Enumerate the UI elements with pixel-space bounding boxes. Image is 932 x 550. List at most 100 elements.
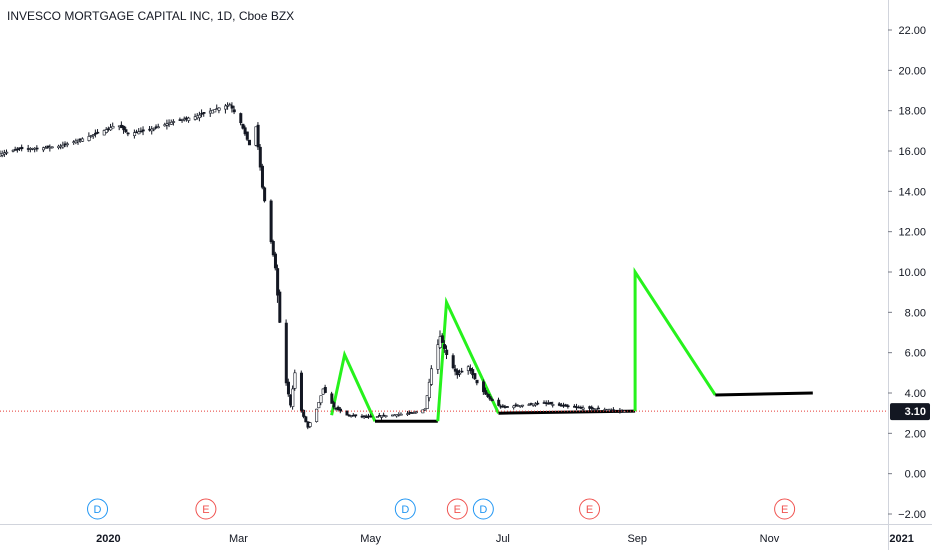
green-trendline-4[interactable] — [633, 266, 717, 412]
candle-body — [122, 125, 126, 131]
candle-body — [276, 268, 280, 296]
green-trendline-2[interactable] — [436, 296, 500, 422]
x-tick-label: 2020 — [96, 533, 120, 545]
candle-body — [330, 393, 334, 404]
candle-body — [612, 409, 616, 411]
candle-body — [473, 373, 477, 380]
event-marker-circle[interactable] — [87, 498, 109, 520]
candle-body — [258, 146, 262, 168]
x-tick-label: Mar — [229, 533, 248, 545]
candle-body — [94, 132, 98, 135]
y-tick-label: 10.00 — [898, 267, 926, 279]
y-tick-label: 8.00 — [905, 307, 926, 319]
candle-body — [436, 344, 440, 370]
black-baseline-5[interactable] — [715, 391, 813, 397]
candle-body — [46, 145, 50, 148]
candle-body — [458, 372, 462, 375]
event-marker-circle[interactable] — [774, 498, 796, 520]
y-tick-label: 20.00 — [898, 65, 926, 77]
earnings-marker[interactable]: E — [774, 498, 796, 520]
candle-body — [375, 416, 379, 418]
chart-title: INVESCO MORTGAGE CAPITAL INC, 1D, Cboe B… — [7, 9, 295, 23]
candle-body — [362, 415, 366, 417]
trendline-drawings[interactable] — [330, 266, 813, 423]
dividend-marker[interactable]: D — [394, 498, 416, 520]
green-trendline-0[interactable] — [330, 349, 377, 422]
candle-body — [315, 408, 319, 422]
candle-body — [232, 109, 236, 113]
candle-body — [187, 117, 191, 121]
dividend-marker[interactable]: D — [472, 498, 494, 520]
event-marker-label: E — [781, 504, 788, 516]
candle-body — [566, 405, 570, 408]
y-tick-label: 16.00 — [898, 146, 926, 158]
candle-body — [581, 407, 585, 410]
candle-body — [557, 403, 561, 406]
y-tick-label: 6.00 — [905, 348, 926, 360]
candle-body — [319, 395, 323, 404]
y-tick-label: 22.00 — [898, 25, 926, 37]
earnings-marker[interactable]: E — [579, 498, 601, 520]
candle-body — [534, 403, 538, 406]
dividend-marker[interactable]: D — [87, 498, 109, 520]
y-tick-label: 18.00 — [898, 106, 926, 118]
candle-body — [139, 130, 143, 133]
last-price-badge-bg — [890, 403, 930, 421]
candle-body — [61, 144, 65, 148]
candle-body — [81, 138, 85, 142]
candle-body — [239, 113, 243, 124]
candle-body — [488, 396, 492, 400]
last-price-label: 3.10 — [905, 406, 926, 418]
candle-body — [20, 146, 24, 150]
candle-body — [213, 109, 217, 113]
y-tick-label: 4.00 — [905, 388, 926, 400]
candle-body — [293, 372, 297, 389]
y-tick-label: 2.00 — [905, 428, 926, 440]
candle-body — [549, 401, 553, 405]
candle-body — [182, 118, 186, 121]
candle-body — [104, 129, 108, 133]
black-baseline-3[interactable] — [498, 409, 636, 415]
candle-body — [133, 132, 137, 136]
candle-body — [198, 114, 202, 119]
candlestick-series — [0, 102, 626, 430]
candle-body — [590, 406, 594, 409]
x-tick-label: Nov — [760, 533, 780, 545]
candle-body — [11, 149, 15, 152]
candle-body — [369, 415, 373, 418]
candle-body — [169, 121, 173, 125]
event-marker-circle[interactable] — [446, 498, 468, 520]
candle-body — [484, 390, 488, 395]
candle-body — [380, 415, 384, 418]
event-marker-circle[interactable] — [579, 498, 601, 520]
candle-body — [475, 379, 479, 384]
candle-body — [594, 408, 598, 411]
candle-body — [278, 291, 282, 323]
x-tick-label: May — [360, 533, 381, 545]
event-marker-circle[interactable] — [472, 498, 494, 520]
event-marker-label: E — [454, 504, 461, 516]
candle-body — [486, 393, 490, 397]
candle-body — [302, 409, 306, 417]
candle-body — [308, 422, 312, 427]
event-marker-circle[interactable] — [195, 498, 217, 520]
candle-body — [384, 415, 388, 417]
event-marker-label: E — [202, 504, 209, 516]
earnings-marker[interactable]: E — [446, 498, 468, 520]
event-marker-circle[interactable] — [394, 498, 416, 520]
candle-body — [243, 127, 247, 135]
candle-body — [299, 372, 303, 412]
earnings-marker[interactable]: E — [195, 498, 217, 520]
candle-body — [527, 404, 531, 406]
candle-body — [273, 253, 277, 269]
candle-body — [336, 406, 340, 411]
x-tick-label: 2021 — [889, 533, 913, 545]
candle-body — [65, 143, 69, 146]
candle-body — [284, 322, 288, 384]
candle-body — [35, 147, 39, 150]
candle-body — [425, 395, 429, 409]
candle-body — [152, 128, 156, 130]
